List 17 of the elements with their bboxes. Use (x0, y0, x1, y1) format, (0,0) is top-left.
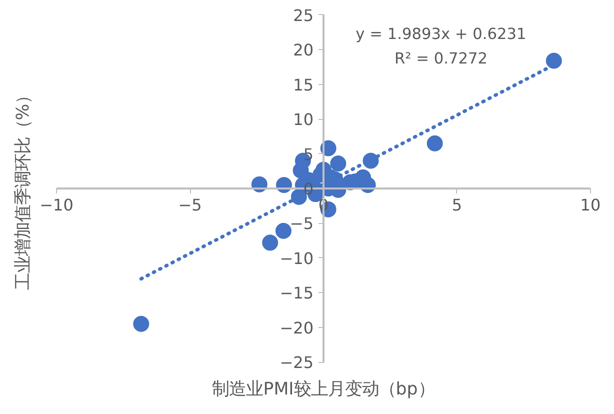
x-tick-label: −5 (178, 196, 202, 214)
y-tick-label: −20 (280, 318, 314, 338)
y-tick-label: −5 (290, 214, 314, 234)
x-tick-label: −10 (40, 196, 74, 214)
y-tick-label: 15 (293, 75, 314, 94)
y-tick-label: 25 (293, 6, 314, 25)
x-tick-label: 10 (580, 196, 601, 214)
y-tick-label: −15 (280, 284, 314, 303)
y-tick-label: −25 (280, 353, 314, 372)
y-axis-title: 工业增加值季调环比（%） (14, 86, 34, 290)
x-tick-label: 5 (452, 196, 462, 214)
y-tick-label: 20 (293, 40, 314, 60)
x-axis-title: 制造业PMI较上月变动（bp） (212, 380, 435, 400)
y-tick-label: 10 (293, 110, 314, 130)
annotation: y = 1.9893x + 0.6231 (356, 25, 526, 44)
y-tick-label: −10 (280, 248, 314, 268)
annotation: R² = 0.7272 (394, 49, 488, 68)
